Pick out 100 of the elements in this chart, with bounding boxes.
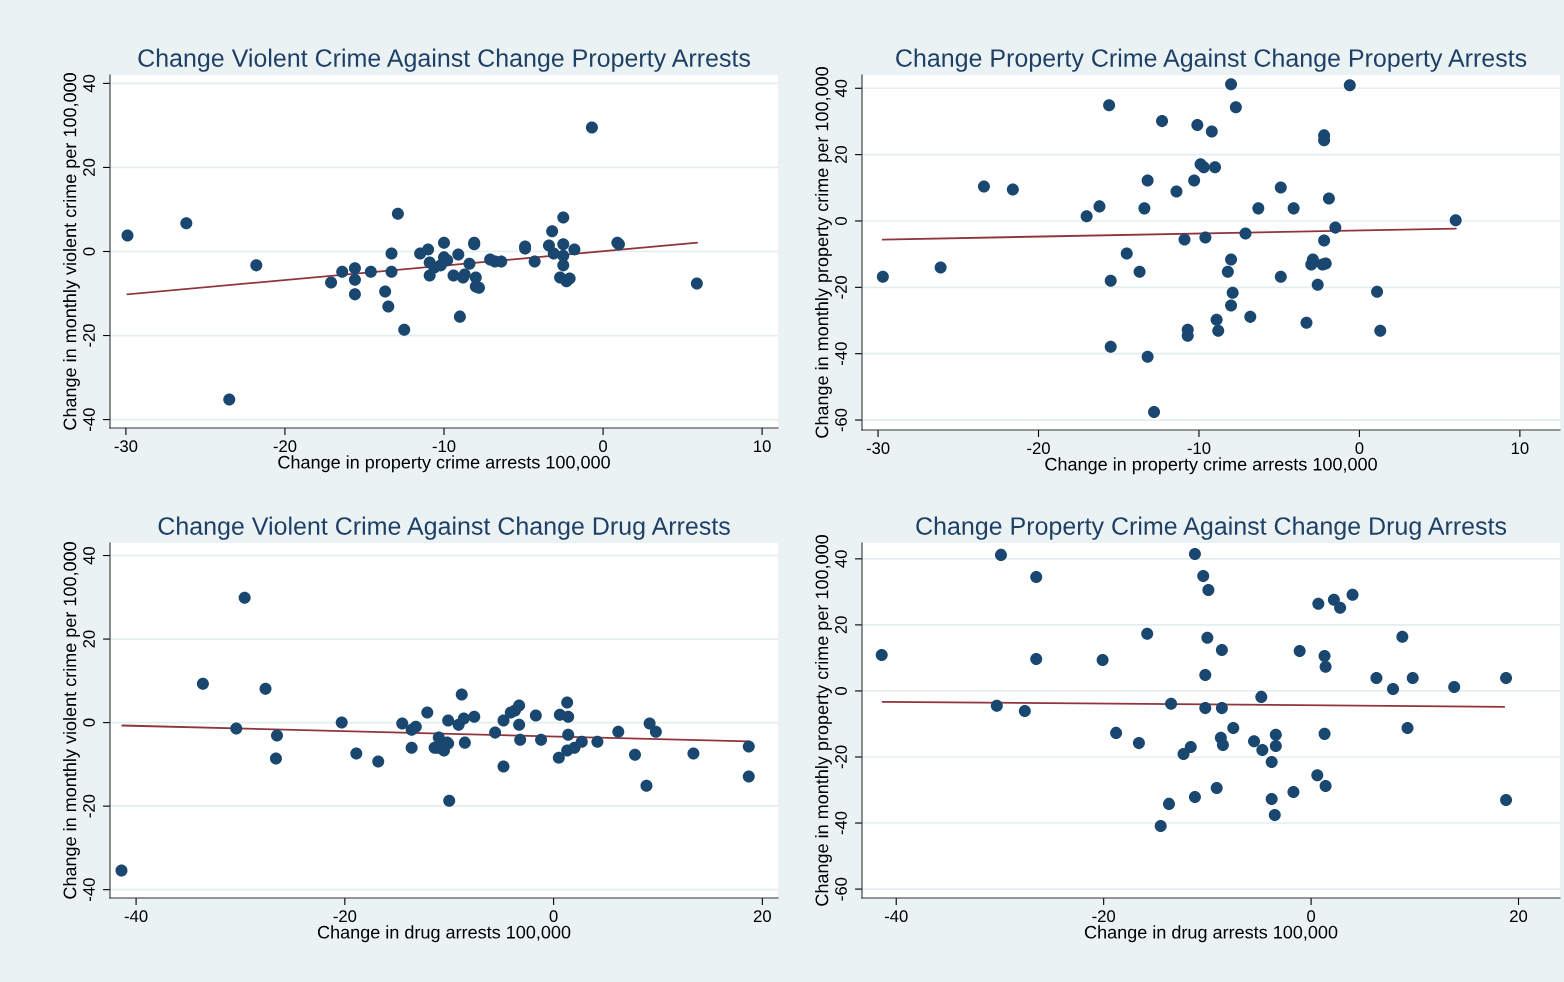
y-tick-label: 0 [835,217,847,225]
point [1225,78,1238,91]
point [458,736,471,749]
point [1371,285,1384,298]
point [1374,324,1387,337]
point [1103,99,1116,112]
point [1212,324,1225,337]
point [382,300,395,313]
point [238,591,251,604]
point [1449,214,1462,227]
point [497,760,510,773]
point [1274,181,1287,194]
x-axis-title: Change in property crime arrests 100,000 [278,455,610,473]
point [1141,350,1154,363]
point [180,217,193,230]
point [513,699,526,712]
point [1226,286,1239,299]
point [455,688,468,701]
point [1141,627,1154,640]
point [1227,721,1240,734]
x-tick-label: -40 [884,910,908,923]
chart-title: Change Violent Crime Against Change Drug Arrests [158,516,730,540]
y-tick-label: 20 [83,158,95,176]
x-tick-label: 0 [599,440,608,453]
x-tick-label: 10 [1511,442,1529,455]
point [561,696,574,709]
point [1104,274,1117,287]
y-tick-label: -40 [83,878,95,901]
x-tick-label: -30 [866,442,890,455]
y-axis-title: Change in monthly property crime per 100,000 [815,535,832,906]
point [649,725,662,738]
point [1252,202,1265,215]
x-tick-label: 20 [753,910,771,923]
y-tick-label: 20 [835,616,847,634]
y-axis-title: Change in monthly violent crime per 100,000 [63,73,80,430]
point [463,257,476,270]
point [196,677,209,690]
point [409,720,422,733]
point [528,255,541,268]
point [385,247,398,260]
point [437,236,451,249]
point [1188,547,1201,560]
point [348,288,361,301]
point [513,718,526,731]
point [1199,669,1212,682]
x-axis-title: Change in drug arrests 100,000 [317,925,571,943]
point [1191,119,1204,132]
point [1188,174,1201,187]
point [442,714,455,727]
point [115,864,128,877]
point [1120,247,1133,260]
point [568,243,581,256]
point [372,755,385,768]
point [497,714,510,727]
point [1154,820,1167,833]
point [1210,313,1223,326]
point [1202,583,1215,596]
point [1225,299,1238,312]
y-tick-label: 20 [835,146,847,164]
point [1018,705,1031,718]
point [742,740,755,753]
point [1334,601,1347,614]
point [1248,735,1261,748]
point [396,717,409,730]
point [1209,161,1222,174]
point [1265,755,1278,768]
point [1255,690,1268,703]
point [1184,741,1197,754]
point [1265,792,1278,805]
x-tick-label: 0 [1355,442,1364,455]
point [1396,630,1409,643]
point [875,648,888,661]
point [1215,702,1228,715]
point [336,265,349,278]
point [1188,790,1201,803]
point [335,716,348,729]
point [1006,183,1019,196]
point [453,310,466,323]
point [270,729,284,742]
point [977,180,990,193]
point [121,229,134,242]
point [1080,210,1093,223]
point [1312,597,1325,610]
chart-title: Change Property Crime Against Change Drug Arrests [916,516,1507,540]
point [422,243,435,256]
point [1322,192,1335,205]
point [1141,174,1154,187]
point [489,726,502,739]
point [1132,737,1145,750]
point [557,238,570,251]
point [1287,785,1300,799]
y-tick-label: 0 [83,718,95,727]
point [1093,200,1106,213]
point [1210,782,1223,795]
point [1268,809,1281,822]
point [562,728,575,741]
point [640,779,653,792]
point [643,717,656,730]
point [1406,672,1419,685]
point [1269,740,1282,753]
